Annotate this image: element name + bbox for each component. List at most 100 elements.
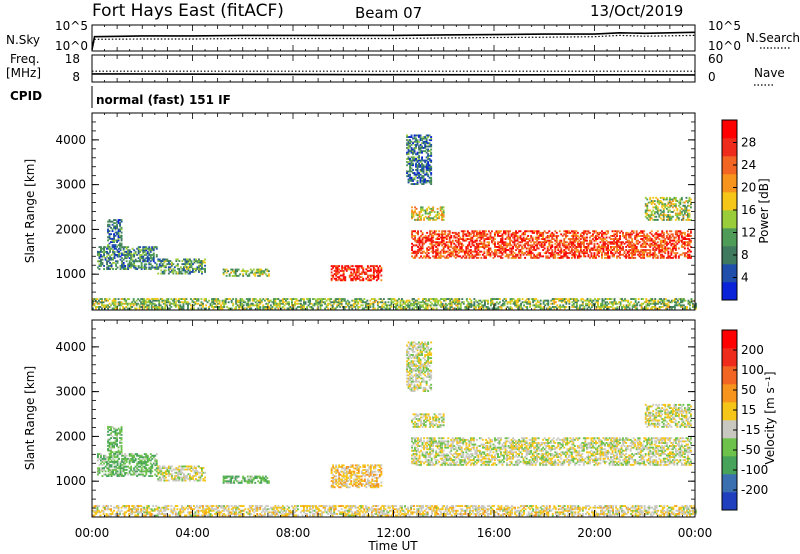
power-cell xyxy=(640,250,643,253)
power-cell xyxy=(257,304,260,307)
power-cell xyxy=(676,304,679,307)
power-cell xyxy=(631,304,634,307)
power-cell xyxy=(424,165,427,168)
power-cell xyxy=(356,268,359,271)
power-cell xyxy=(668,256,671,259)
power-cell xyxy=(564,250,567,253)
power-cell xyxy=(610,301,613,304)
power-cell xyxy=(351,304,354,307)
power-cell xyxy=(406,147,408,149)
power-cell xyxy=(434,298,437,300)
power-cell xyxy=(420,230,422,233)
power-cell xyxy=(534,230,537,233)
power-cell xyxy=(614,252,617,255)
power-cell xyxy=(240,270,243,273)
power-cell xyxy=(410,150,413,153)
power-cell xyxy=(118,252,120,255)
power-cell xyxy=(119,234,121,237)
power-cell xyxy=(687,241,689,244)
power-cell xyxy=(415,239,418,242)
power-cell xyxy=(110,237,112,240)
power-cell xyxy=(452,301,455,304)
power-cell xyxy=(486,249,489,251)
power-cell xyxy=(679,203,682,206)
power-cell xyxy=(298,306,301,308)
power-cell xyxy=(692,304,694,307)
power-cell xyxy=(586,249,588,251)
power-cell xyxy=(421,175,423,178)
power-cell xyxy=(266,298,269,300)
power-cell xyxy=(500,238,502,240)
power-cell xyxy=(151,247,154,250)
power-cell xyxy=(182,302,185,305)
power-cell xyxy=(310,307,313,310)
power-cell xyxy=(456,247,459,250)
power-cell xyxy=(422,176,425,179)
power-cell xyxy=(435,233,438,236)
power-cell xyxy=(644,236,647,239)
power-cell xyxy=(602,249,605,251)
power-cell xyxy=(598,306,601,308)
power-cell xyxy=(675,301,678,304)
power-cell xyxy=(462,250,465,253)
power-cell xyxy=(96,298,99,300)
power-cell xyxy=(647,244,650,247)
power-cell xyxy=(115,247,117,250)
freq-label: Freq. xyxy=(10,52,40,66)
power-cell xyxy=(652,196,655,199)
power-cell xyxy=(516,246,519,248)
power-cell xyxy=(462,233,465,236)
power-cell xyxy=(429,301,432,304)
power-cell xyxy=(572,306,575,308)
power-cell xyxy=(602,244,605,247)
power-cell xyxy=(545,256,548,259)
power-cell xyxy=(501,236,504,239)
power-cell xyxy=(155,307,158,310)
power-cell xyxy=(174,302,177,305)
power-cell xyxy=(418,176,420,179)
power-cell xyxy=(608,236,611,239)
power-cell xyxy=(593,230,596,233)
power-cell xyxy=(440,301,443,304)
power-cell xyxy=(148,263,151,266)
power-cell xyxy=(601,299,604,302)
power-cell xyxy=(575,246,578,248)
power-cell xyxy=(393,306,396,308)
power-cell xyxy=(543,238,546,240)
power-cell xyxy=(411,233,413,236)
power-cell xyxy=(411,214,413,217)
power-cell xyxy=(324,298,327,300)
power-cell xyxy=(512,246,514,248)
power-cell xyxy=(407,140,410,143)
power-cell xyxy=(491,298,494,300)
power-cell xyxy=(506,253,508,256)
power-cell xyxy=(422,140,425,143)
power-cell xyxy=(200,307,203,310)
power-cell xyxy=(519,249,522,251)
power-cell xyxy=(346,304,349,307)
power-cell xyxy=(152,258,155,261)
power-cell xyxy=(421,142,423,145)
power-cell xyxy=(530,244,533,247)
power-cell xyxy=(670,239,673,242)
power-cell xyxy=(124,254,127,256)
power-cell xyxy=(257,271,260,274)
power-cell xyxy=(582,246,585,248)
power-cell xyxy=(101,302,103,305)
n-sky-series-line xyxy=(91,31,696,50)
power-cell xyxy=(518,298,521,300)
power-cell xyxy=(372,274,375,277)
power-cell xyxy=(145,254,148,256)
power-cell xyxy=(412,179,414,182)
power-cell xyxy=(339,277,342,280)
power-cell xyxy=(579,246,582,248)
power-cell xyxy=(120,228,123,231)
power-cell xyxy=(613,230,615,233)
power-cell xyxy=(399,302,402,305)
power-cell xyxy=(563,253,566,256)
power-cell xyxy=(435,252,438,255)
power-cell xyxy=(113,237,115,240)
power-cell xyxy=(407,150,410,153)
power-cell xyxy=(281,298,284,300)
power-cell xyxy=(369,274,372,277)
